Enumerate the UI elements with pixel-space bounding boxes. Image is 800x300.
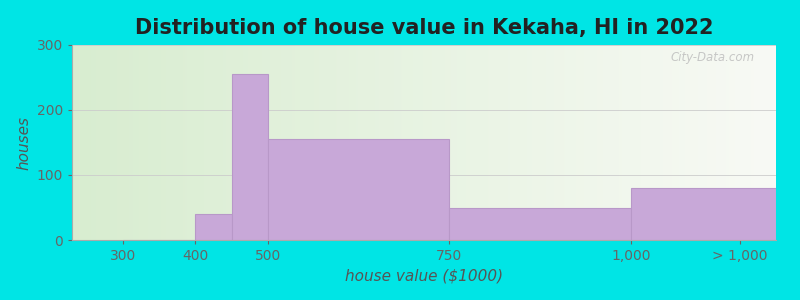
Bar	[450, 208, 631, 240]
Y-axis label: houses: houses	[16, 116, 31, 169]
Bar	[268, 139, 450, 240]
Bar	[232, 74, 268, 240]
Title: Distribution of house value in Kekaha, HI in 2022: Distribution of house value in Kekaha, H…	[134, 18, 714, 38]
Bar	[631, 188, 776, 240]
Bar	[195, 214, 232, 240]
Text: City-Data.com: City-Data.com	[670, 51, 755, 64]
X-axis label: house value ($1000): house value ($1000)	[345, 268, 503, 284]
